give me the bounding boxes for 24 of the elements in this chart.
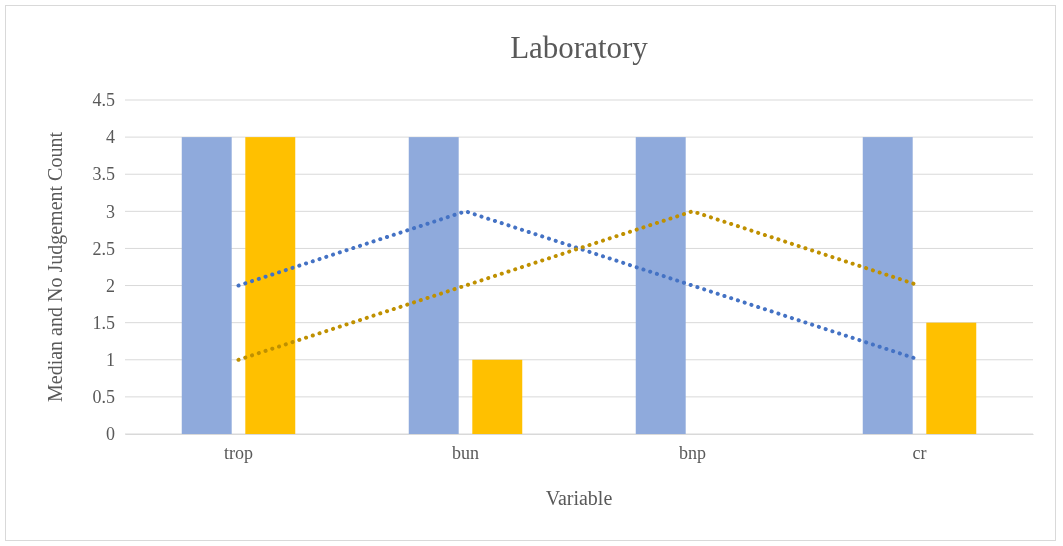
y-tick-label: 2.5 <box>92 238 115 259</box>
y-axis-title: Median and No Judgement Count <box>44 131 67 402</box>
bar <box>862 137 913 434</box>
y-tick-label: 0 <box>106 424 115 445</box>
y-tick-label: 0.5 <box>92 387 115 408</box>
x-tick-label: bnp <box>679 442 706 463</box>
bar <box>181 137 232 434</box>
bar <box>472 359 523 434</box>
y-tick-label: 4.5 <box>92 90 115 111</box>
x-tick-label: cr <box>912 442 927 463</box>
x-tick-label: trop <box>224 442 253 463</box>
x-axis-title: Variable <box>545 487 613 509</box>
bar <box>926 322 977 434</box>
y-tick-label: 3.5 <box>92 164 115 185</box>
x-tick-label: bun <box>452 442 479 463</box>
y-tick-label: 4 <box>106 127 115 148</box>
bar <box>245 137 296 434</box>
chart-title: Laboratory <box>510 30 649 65</box>
bar <box>635 137 686 434</box>
y-tick-label: 2 <box>106 275 115 296</box>
y-tick-label: 3 <box>106 201 115 222</box>
y-tick-label: 1.5 <box>92 312 115 333</box>
bar <box>408 137 459 434</box>
y-tick-label: 1 <box>106 350 115 371</box>
